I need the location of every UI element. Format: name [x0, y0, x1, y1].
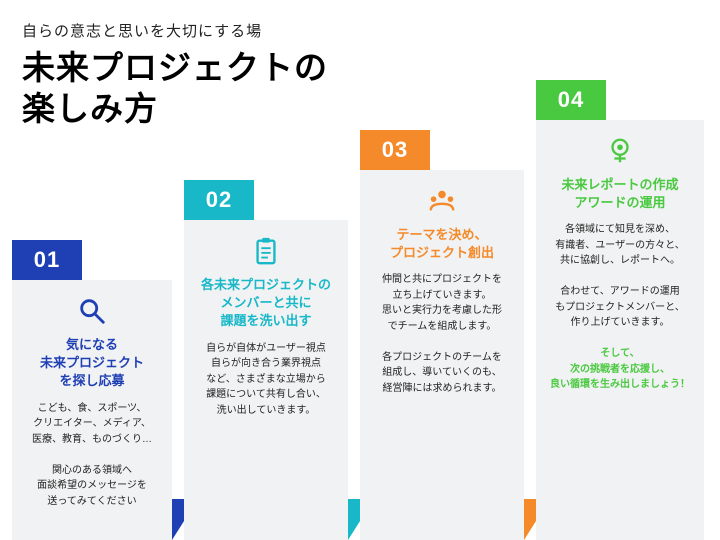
step-number-tab: 03	[360, 130, 430, 170]
step-number-tab: 01	[12, 240, 82, 280]
step-column: 各未来プロジェクトの メンバーと共に 課題を洗い出す自らが自体がユーザー視点 自…	[184, 220, 348, 540]
step-03: 03テーマを決め、 プロジェクト創出仲間と共にプロジェクトを 立ち上げていきます…	[360, 130, 524, 540]
step-04: 04未来レポートの作成 アワードの運用各領域にて知見を深め、 有識者、ユーザーの…	[536, 80, 704, 540]
step-body: こども、食、スポーツ、 クリエイター、メディア、 医療、教育、ものづくり… 関心…	[32, 401, 152, 510]
step-02: 02各未来プロジェクトの メンバーと共に 課題を洗い出す自らが自体がユーザー視点…	[184, 180, 348, 540]
clipboard-icon	[251, 236, 281, 266]
step-title: 未来レポートの作成 アワードの運用	[561, 176, 678, 212]
step-title: 気になる 未来プロジェクト を探し応募	[40, 336, 144, 391]
step-column: 未来レポートの作成 アワードの運用各領域にて知見を深め、 有識者、ユーザーの方々…	[536, 120, 704, 540]
steps-container: 01気になる 未来プロジェクト を探し応募こども、食、スポーツ、 クリエイター、…	[0, 0, 720, 540]
pin-icon	[605, 136, 635, 166]
step-01: 01気になる 未来プロジェクト を探し応募こども、食、スポーツ、 クリエイター、…	[12, 240, 172, 540]
step-number-tab: 02	[184, 180, 254, 220]
step-body: 自らが自体がユーザー視点 自らが向き合う業界視点 など、さまざまな立場から 課題…	[206, 341, 326, 419]
step-title: テーマを決め、 プロジェクト創出	[390, 226, 494, 262]
step-body: 仲間と共にプロジェクトを 立ち上げていきます。 思いと実行力を考慮した形 でチー…	[382, 272, 502, 396]
step-number-tab: 04	[536, 80, 606, 120]
search-icon	[77, 296, 107, 326]
step-column: 気になる 未来プロジェクト を探し応募こども、食、スポーツ、 クリエイター、メデ…	[12, 280, 172, 540]
step-body: 各領域にて知見を深め、 有識者、ユーザーの方々と、 共に協創し、レポートへ。 合…	[550, 222, 690, 393]
team-icon	[427, 186, 457, 216]
step-column: テーマを決め、 プロジェクト創出仲間と共にプロジェクトを 立ち上げていきます。 …	[360, 170, 524, 540]
step-title: 各未来プロジェクトの メンバーと共に 課題を洗い出す	[201, 276, 331, 331]
